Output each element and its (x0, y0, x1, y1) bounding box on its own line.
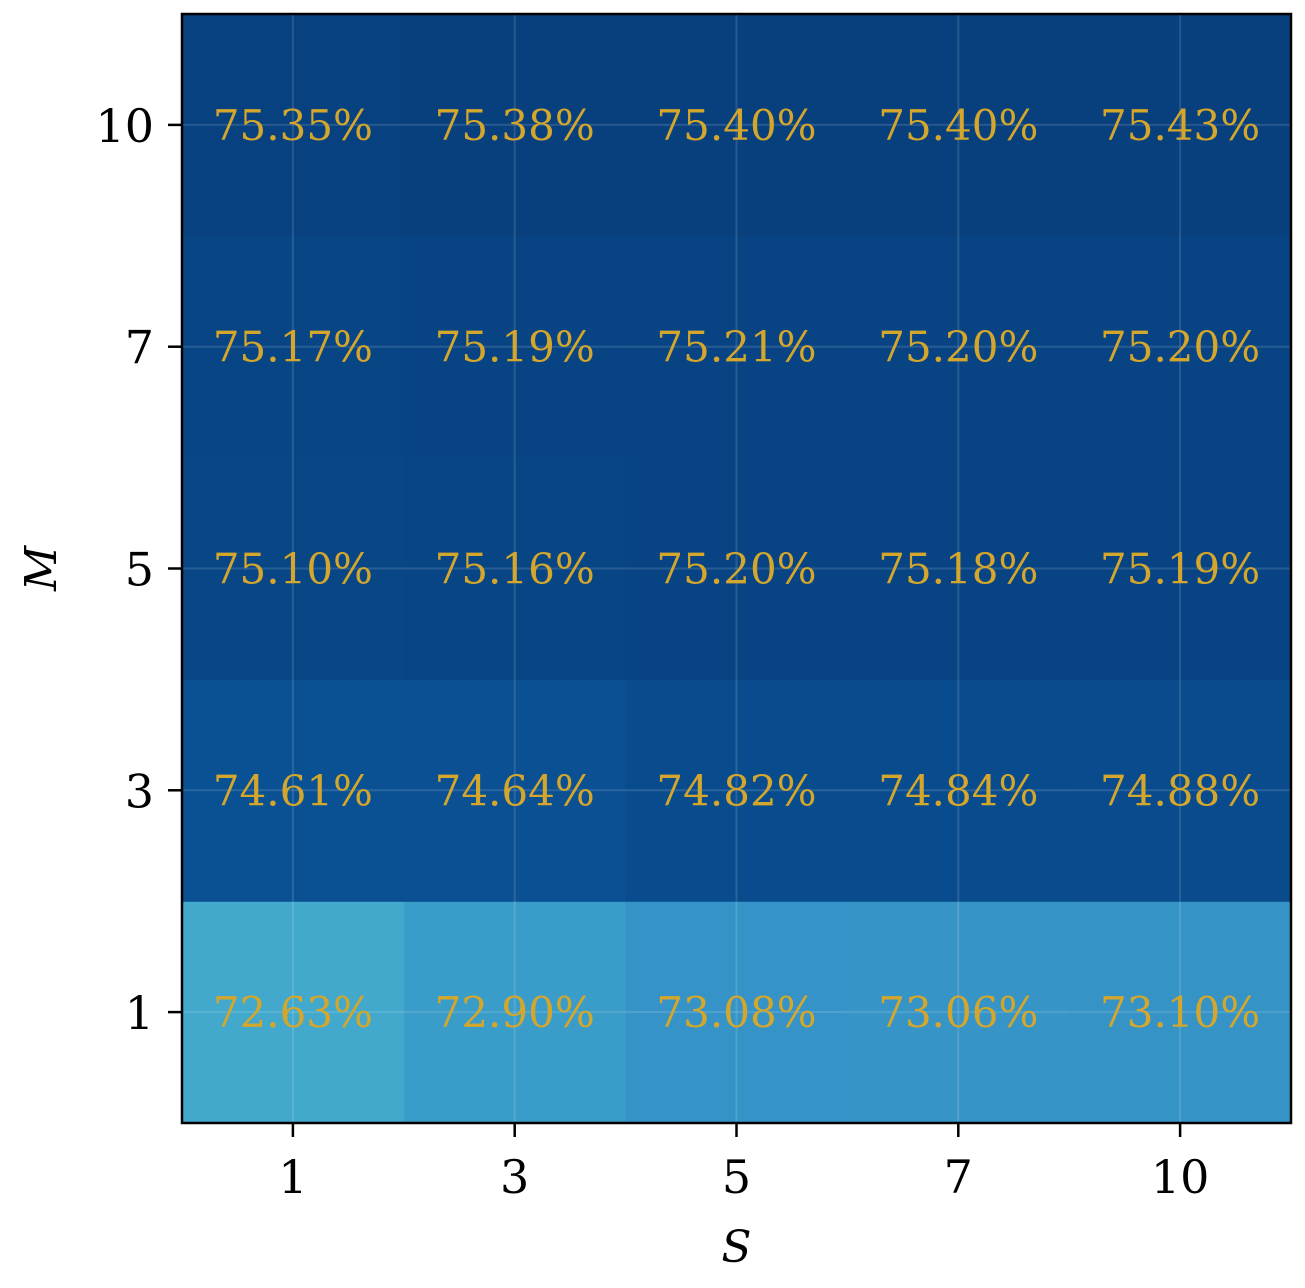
cell-label: 73.10% (1100, 988, 1260, 1037)
cell-label: 75.20% (878, 323, 1038, 372)
heatmap-cell-m7-s10 (1069, 235, 1292, 459)
cell-label: 75.38% (435, 101, 595, 150)
y-tick-label: 10 (95, 99, 154, 153)
cell-label: 75.18% (878, 545, 1038, 594)
heatmap-cell-m1-s5 (625, 901, 848, 1124)
cell-label: 75.19% (435, 323, 595, 372)
heatmap-cell-m10-s3 (403, 14, 627, 237)
cell-label: 74.84% (878, 766, 1038, 815)
cell-label: 73.06% (878, 988, 1038, 1037)
cell-label: 73.08% (656, 988, 816, 1037)
cell-label: 75.43% (1100, 101, 1260, 150)
x-tick-label: 10 (1151, 1150, 1210, 1204)
heatmap-cell-m7-s7 (847, 235, 1070, 459)
cell-label: 75.16% (435, 545, 595, 594)
cell-label: 75.19% (1100, 545, 1260, 594)
x-axis-ticks: 1 3 5 7 10 (278, 1123, 1209, 1204)
y-tick-label: 7 (125, 321, 154, 375)
heatmap-cell-m3-s5 (625, 679, 848, 902)
cell-label: 75.20% (656, 545, 816, 594)
x-tick-label: 3 (500, 1150, 529, 1204)
cell-label: 75.21% (656, 323, 816, 372)
x-tick-label: 5 (722, 1150, 751, 1204)
heatmap-cell-m10-s10 (1069, 14, 1292, 237)
cell-label: 75.40% (878, 101, 1038, 150)
cell-label: 75.20% (1100, 323, 1260, 372)
heatmap-cell-m5-s1 (182, 457, 405, 680)
x-axis-label: S (721, 1222, 751, 1273)
cell-label: 72.63% (213, 988, 373, 1037)
cell-label: 74.88% (1100, 766, 1260, 815)
heatmap-cell-m10-s5 (625, 14, 848, 237)
heatmap-cell-m7-s5 (625, 235, 848, 459)
heatmap-cells (182, 14, 1292, 1124)
heatmap-cell-m3-s7 (847, 679, 1070, 902)
heatmap-cell-m10-s7 (847, 14, 1070, 237)
cell-label: 75.35% (213, 101, 373, 150)
gridlines (182, 14, 1291, 1123)
heatmap-cell-m3-s10 (1069, 679, 1292, 902)
heatmap-cell-m7-s3 (403, 235, 627, 459)
cell-label: 74.61% (213, 766, 373, 815)
heatmap-cell-m1-s1 (182, 901, 405, 1124)
cell-label: 75.40% (656, 101, 816, 150)
y-tick-label: 1 (125, 986, 154, 1040)
y-tick-label: 5 (125, 543, 154, 597)
heatmap-cell-m7-s1 (182, 235, 405, 459)
cell-label: 74.82% (656, 766, 816, 815)
cell-label: 74.64% (435, 766, 595, 815)
heatmap-cell-m1-s7 (847, 901, 1070, 1124)
heatmap-cell-m1-s3 (403, 901, 627, 1124)
y-axis-label: M (16, 545, 67, 592)
x-tick-label: 1 (278, 1150, 307, 1204)
heatmap-cell-m3-s1 (182, 679, 405, 902)
cell-label: 75.10% (213, 545, 373, 594)
heatmap-cell-m10-s1 (182, 14, 405, 237)
y-tick-label: 3 (125, 764, 154, 818)
y-axis-ticks: 1 3 5 7 10 (95, 99, 182, 1040)
heatmap-cell-m1-s10 (1069, 901, 1292, 1124)
heatmap-cell-m5-s7 (847, 457, 1070, 680)
heatmap-cell-m5-s10 (1069, 457, 1292, 680)
cell-label: 75.17% (213, 323, 373, 372)
heatmap-cell-m5-s3 (403, 457, 627, 680)
cell-label: 72.90% (435, 988, 595, 1037)
heatmap-cell-m3-s3 (403, 679, 627, 902)
x-tick-label: 7 (944, 1150, 973, 1204)
heatmap-cell-m5-s5 (625, 457, 848, 680)
cell-annotations: 72.63% 72.90% 73.08% 73.06% 73.10% 74.61% 74.6… (213, 101, 1260, 1037)
